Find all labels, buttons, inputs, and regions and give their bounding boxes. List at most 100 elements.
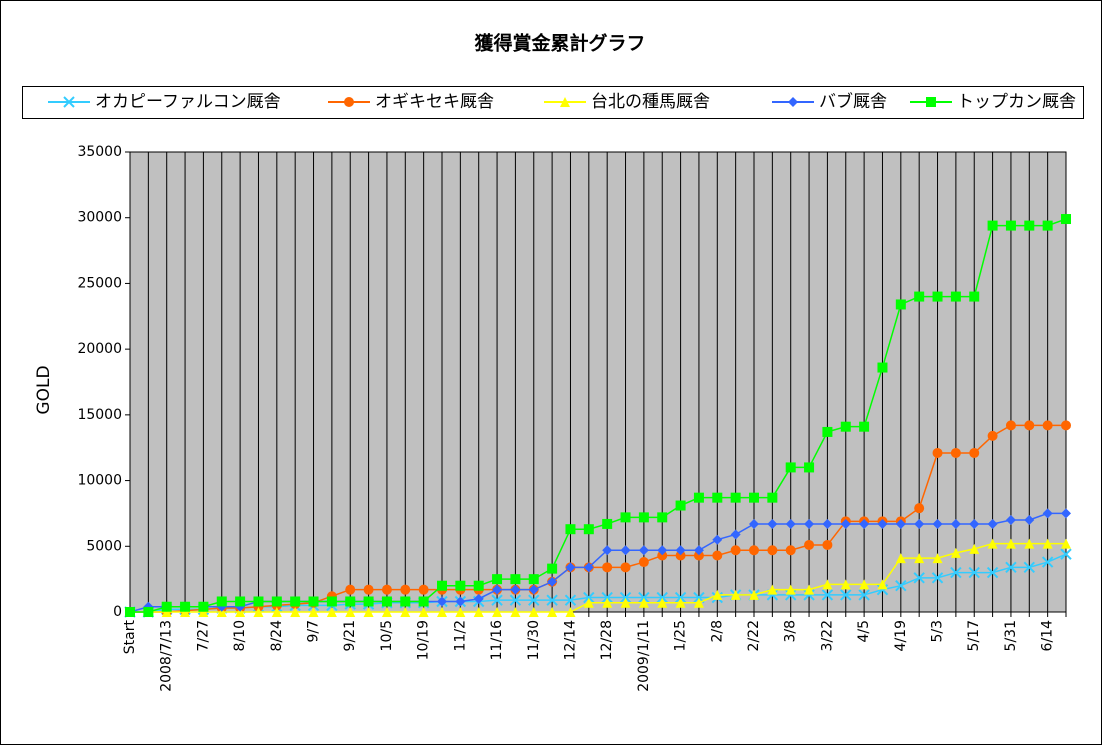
- data-point: [785, 462, 796, 473]
- plot-area: [129, 151, 1067, 613]
- data-point: [895, 518, 906, 529]
- data-point: [1024, 515, 1035, 525]
- data-point: [986, 566, 999, 579]
- data-point: [822, 539, 833, 550]
- data-point: [253, 607, 264, 617]
- data-point: [492, 584, 503, 595]
- data-point: [877, 362, 888, 373]
- data-point: [528, 574, 539, 585]
- data-point: [804, 584, 815, 595]
- legend-marker: [63, 96, 75, 108]
- data-point: [547, 607, 558, 617]
- data-point: [510, 584, 521, 595]
- data-point: [620, 545, 631, 556]
- data-point: [804, 462, 815, 473]
- data-point: [693, 545, 704, 556]
- data-point: [969, 447, 980, 458]
- data-point: [675, 550, 686, 561]
- data-point: [1042, 538, 1053, 549]
- data-point: [712, 589, 723, 600]
- x-tick-label: 2/22: [746, 620, 762, 651]
- data-point: [583, 562, 594, 573]
- data-point: [492, 574, 503, 585]
- data-point: [620, 597, 631, 608]
- data-point: [437, 607, 447, 617]
- data-point: [914, 553, 925, 564]
- data-point: [914, 291, 925, 302]
- data-point: [914, 518, 925, 529]
- data-point: [547, 576, 558, 587]
- data-point: [822, 518, 833, 529]
- data-point: [785, 518, 796, 529]
- data-point: [657, 545, 668, 556]
- data-point: [675, 597, 686, 608]
- data-point: [455, 596, 466, 607]
- data-point: [968, 566, 980, 579]
- data-point: [657, 550, 668, 561]
- data-point: [913, 572, 925, 584]
- legend-label: トップカン厩舎: [957, 92, 1076, 112]
- x-tick-label: 5/3: [930, 620, 946, 643]
- data-point: [565, 524, 576, 535]
- data-point: [1024, 538, 1035, 549]
- data-point: [235, 596, 246, 607]
- x-tick-label: 4/5: [856, 620, 872, 643]
- data-point: [161, 607, 172, 617]
- x-tick-label: 11/2: [452, 620, 468, 651]
- data-point: [749, 492, 759, 503]
- y-tick-label: 30000: [77, 210, 122, 226]
- data-point: [859, 579, 870, 590]
- data-point: [1061, 538, 1071, 549]
- data-point: [271, 607, 282, 617]
- data-point: [418, 607, 429, 617]
- data-point: [528, 594, 540, 606]
- data-point: [418, 584, 429, 595]
- data-point: [492, 607, 503, 617]
- data-point: [1005, 515, 1016, 525]
- x-tick-label: 10/5: [379, 620, 395, 651]
- data-point: [712, 534, 723, 545]
- data-point: [840, 421, 851, 432]
- data-point: [1023, 561, 1035, 574]
- data-point: [950, 291, 961, 302]
- y-tick-label: 20000: [77, 341, 122, 357]
- data-point: [821, 589, 834, 601]
- data-point: [638, 597, 649, 608]
- data-point: [1042, 220, 1053, 231]
- x-tick-label: 9/7: [306, 620, 322, 643]
- x-tick-label: 11/30: [526, 620, 542, 660]
- data-point: [308, 596, 319, 607]
- data-point: [969, 518, 980, 529]
- x-tick-label: 7/27: [195, 620, 211, 651]
- x-tick-label: Start: [122, 619, 138, 654]
- legend-marker: [560, 97, 570, 107]
- data-point: [859, 421, 870, 432]
- data-point: [730, 529, 741, 540]
- data-point: [1042, 420, 1053, 431]
- data-point: [381, 584, 392, 595]
- legend-marker: [788, 97, 798, 107]
- y-tick-label: 0: [113, 604, 122, 620]
- data-point: [767, 518, 778, 529]
- x-tick-label: 10/19: [416, 620, 432, 660]
- data-point: [381, 596, 392, 607]
- data-point: [749, 589, 759, 600]
- series-line: [130, 553, 1067, 613]
- data-point: [675, 545, 686, 556]
- data-point: [749, 545, 759, 556]
- data-point: [785, 584, 796, 595]
- data-point: [473, 593, 484, 604]
- data-point: [180, 601, 191, 612]
- x-tick-label: 8/24: [269, 620, 285, 652]
- x-tick-label: 5/31: [1003, 620, 1019, 651]
- data-point: [822, 426, 833, 437]
- legend-label: バブ厩舎: [819, 91, 887, 112]
- data-point: [363, 607, 374, 617]
- legend-label: オギキセキ厩舎: [375, 92, 494, 112]
- x-tick-label: 8/10: [232, 620, 248, 651]
- y-tick-label: 5000: [86, 538, 122, 554]
- y-tick-label: 15000: [77, 407, 122, 423]
- data-point: [345, 584, 356, 595]
- data-point: [914, 503, 925, 514]
- data-point: [895, 553, 906, 564]
